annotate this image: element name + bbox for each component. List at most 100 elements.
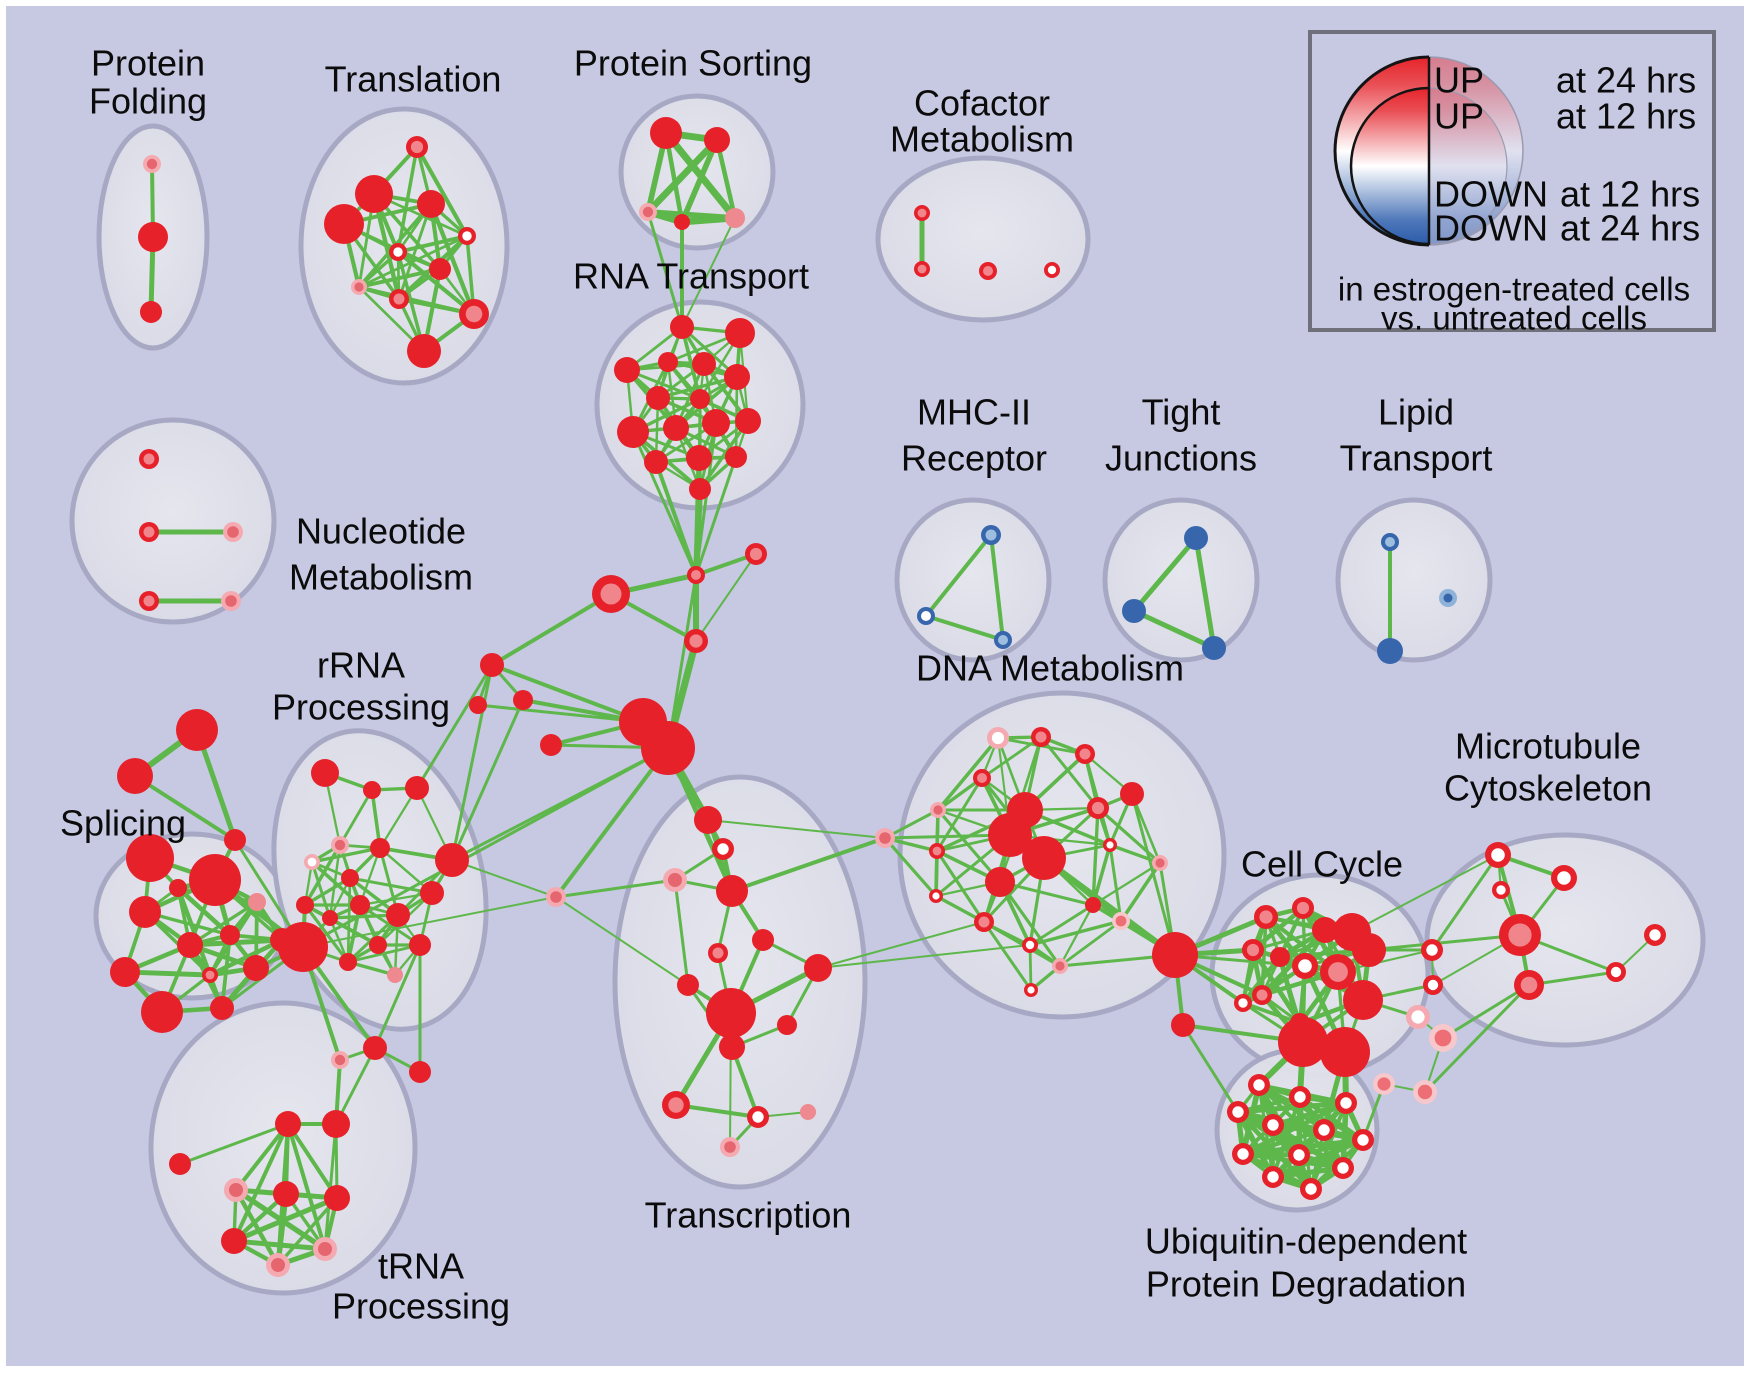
network-node-center [143, 526, 155, 538]
network-edge [695, 553, 757, 642]
network-node [322, 910, 338, 926]
network-edge-rrna-mesh [310, 846, 382, 864]
network-edge-rrna-mesh [358, 891, 434, 907]
network-node [341, 869, 359, 887]
legend-down-12-time: at 12 hrs [1560, 174, 1700, 215]
network-node [409, 1061, 431, 1083]
network-node [273, 1181, 299, 1207]
network-node-center [465, 305, 483, 323]
legend-up-12-label: UP [1434, 96, 1484, 137]
network-node [243, 955, 269, 981]
network-node-center [749, 547, 763, 561]
network-node [677, 974, 699, 996]
network-node-center [932, 892, 940, 900]
network-node [417, 190, 445, 218]
cluster-label-cofactor-metabolism: Cofactor [914, 83, 1050, 124]
network-node [1152, 932, 1198, 978]
network-edge-ubiquitin-mesh [1235, 1100, 1349, 1115]
network-node-center [1259, 910, 1273, 924]
network-node [177, 932, 203, 958]
network-edge-dna-mesh [1119, 861, 1162, 923]
network-node-center [717, 843, 729, 855]
network-edge [178, 1122, 290, 1166]
network-node [275, 1111, 301, 1137]
network-node [716, 875, 748, 907]
network-node [117, 758, 153, 794]
network-edge-splicing-mesh [175, 885, 213, 978]
network-edge [1423, 983, 1531, 1094]
network-node-center [977, 773, 987, 783]
network-node [702, 409, 730, 437]
network-node-center [334, 1054, 346, 1066]
network-node-center [985, 529, 997, 541]
network-node [169, 1153, 191, 1175]
network-node-center [1267, 1119, 1279, 1131]
network-edge-dna-mesh [998, 880, 1062, 968]
network-node [689, 478, 711, 500]
legend-up-12-time: at 12 hrs [1556, 96, 1696, 137]
network-node [674, 214, 690, 230]
network-node [129, 896, 161, 928]
network-node-center [1246, 943, 1260, 957]
network-node [1202, 636, 1226, 660]
network-node [370, 838, 390, 858]
network-node-center [205, 970, 215, 980]
network-edge [302, 896, 557, 948]
network-node-center [1293, 1149, 1305, 1161]
network-edge [989, 533, 1005, 642]
cluster-label-nucleotide-metabolism: Metabolism [289, 557, 473, 598]
legend-down-12-label: DOWN [1434, 174, 1548, 215]
network-edge-translation-mesh [396, 234, 469, 254]
network-edge [476, 703, 645, 724]
network-node [725, 208, 745, 228]
network-node [224, 829, 246, 851]
network-node [429, 258, 451, 280]
network-node-center [998, 635, 1008, 645]
network-node-center [1411, 1010, 1425, 1024]
network-node [1022, 836, 1066, 880]
network-node-center [1491, 848, 1505, 862]
network-edge-rrna-mesh [346, 876, 352, 964]
network-edge-translation-mesh [357, 234, 469, 289]
cluster-label-translation: Translation [325, 59, 502, 100]
network-edge [415, 663, 494, 790]
network-node-center [1025, 940, 1035, 950]
network-edge [234, 1122, 290, 1192]
network-node [644, 450, 668, 474]
network-node [725, 318, 755, 348]
network-node [296, 896, 314, 914]
network-edge-protein-sorting-mesh [679, 137, 720, 225]
network-node [804, 954, 832, 982]
network-node-center [1328, 962, 1348, 982]
network-edge [286, 1122, 339, 1200]
label-layer: tRNAProcessingSplicingrRNAProcessingTran… [60, 43, 1652, 1327]
network-node [614, 357, 640, 383]
network-node [369, 936, 387, 954]
network-node-center [752, 1111, 764, 1123]
network-node [1120, 782, 1144, 806]
network-node [126, 834, 174, 882]
network-edge-protein-sorting-mesh [714, 137, 738, 221]
network-node [540, 734, 562, 756]
network-node-center [724, 1141, 736, 1153]
network-node-center [1305, 1183, 1317, 1195]
network-node [646, 386, 670, 410]
network-node [1312, 917, 1338, 943]
network-edge [1181, 1023, 1240, 1114]
network-node-center [1294, 1091, 1306, 1103]
network-edge [286, 1122, 327, 1251]
network-node-center [1055, 961, 1065, 971]
network-node-center [691, 570, 701, 580]
cluster-tight-junctions [1102, 497, 1260, 663]
network-edge-splicing-mesh [207, 937, 285, 978]
network-node-center [1267, 1171, 1279, 1183]
network-node [176, 709, 218, 751]
network-edge-rna-transport-mesh [698, 419, 750, 491]
network-node-center [642, 206, 654, 218]
network-node [138, 222, 168, 252]
network-node [169, 879, 187, 897]
network-node-center [1385, 537, 1395, 547]
legend: UP at 24 hrs UP at 12 hrs DOWN at 12 hrs… [1308, 30, 1716, 337]
network-edge-dna-mesh [936, 776, 984, 812]
network-node [777, 1015, 797, 1035]
